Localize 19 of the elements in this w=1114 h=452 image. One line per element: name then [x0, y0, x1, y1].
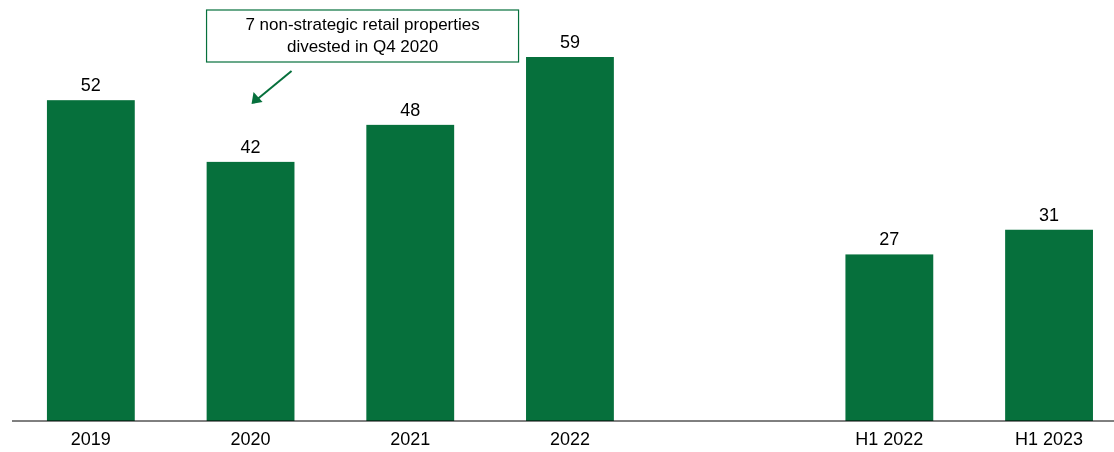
data-label: 59	[559, 32, 580, 52]
bar	[206, 161, 295, 421]
x-tick-label: H1 2022	[855, 429, 924, 449]
text: 7 non-strategic retail properties divested in Q4 2020	[245, 15, 480, 56]
bar	[366, 124, 455, 421]
bar	[46, 100, 135, 421]
data-label: 27	[879, 229, 900, 250]
bar	[526, 57, 614, 421]
x-tick-label: H1 2023	[1015, 429, 1084, 449]
x-tick-label: 2021	[390, 429, 431, 449]
data-label: 48	[400, 99, 421, 120]
data-label: 31	[1039, 204, 1060, 225]
x-tick-label: 2022	[549, 429, 590, 449]
data-label: 52	[80, 75, 101, 96]
x-tick-label: 2020	[230, 429, 271, 449]
data-label: 42	[240, 136, 261, 157]
x-tick-label: 2019	[70, 429, 111, 449]
bar	[1005, 229, 1093, 421]
bar	[845, 254, 934, 421]
